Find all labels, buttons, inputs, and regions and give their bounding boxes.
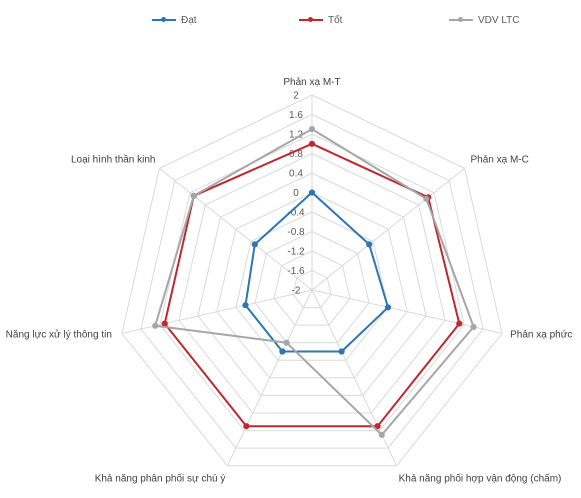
axis-label: Khả năng phối hợp vận động (chấm) [399,473,562,485]
tick-label: 0 [293,188,299,199]
legend-label-tot: Tốt [328,14,343,26]
series-point-2 [378,431,385,438]
legend: Đạt Tốt VDV LTC [0,12,581,28]
tick-label: 0.4 [289,169,303,180]
axis-label: Phản xạ phức [510,329,572,340]
legend-label-vdv-ltc: VDV LTC [478,14,520,26]
series-point-1 [308,140,316,147]
series-point-2 [283,339,290,346]
legend-label-dat: Đạt [181,14,197,26]
grid-spoke [311,289,503,334]
legend-line-tot [299,17,323,22]
tick-label: -0.4 [287,208,305,219]
series-point-1 [243,423,250,430]
series-point-2 [423,195,430,202]
series-point-0 [279,348,286,355]
axis-label: Phản xạ M-C [471,154,529,165]
tick-label: -0.8 [287,227,305,238]
legend-item-dat: Đạt [152,12,197,28]
tick-label: -1.6 [287,266,305,277]
series-point-0 [251,241,258,248]
axis-label: Khả năng phân phối sự chú ý [95,473,226,485]
grid-ring [197,172,427,396]
series-point-0 [242,302,249,309]
legend-line-dat [152,17,176,22]
series-point-2 [470,323,477,330]
grid-ring [273,250,351,326]
series-line-2 [154,128,475,436]
grid-ring [254,230,370,344]
grid-ring [121,94,503,467]
series-line-0 [244,191,389,353]
legend-item-tot: Tốt [299,12,342,28]
axis-label: Loại hình thần kinh [71,153,156,165]
series-point-0 [384,304,392,311]
tick-label: 1.6 [289,110,303,121]
grid-ring [235,211,389,361]
series-point-0 [308,189,316,196]
tick-label: 2 [293,91,299,102]
legend-line-vdv-ltc [449,17,473,22]
axis-label: Phản xạ M-T [283,77,340,88]
axis-label: Năng lực xử lý thông tin [6,328,112,340]
series-point-1 [374,423,381,430]
grid-ring [140,113,484,449]
grid-spoke [226,289,313,466]
grid-spoke [121,289,313,334]
legend-item-vdv-ltc: VDV LTC [449,12,520,28]
tick-label: 1.2 [289,130,303,141]
tick-label: 0.8 [289,149,303,160]
series-point-2 [152,322,159,329]
tick-label: -2 [292,286,301,297]
grid-ring [178,152,446,414]
grid-spoke [311,168,465,291]
series-point-0 [366,241,373,248]
series-point-2 [308,126,316,133]
grid-ring [216,191,408,379]
series-point-1 [161,320,168,327]
grid-ring [292,269,332,309]
grid-ring [159,133,465,432]
grid-spoke [159,168,313,291]
series-point-2 [190,192,197,199]
series-point-0 [338,348,345,355]
series-point-1 [456,320,463,327]
tick-label: -1.2 [287,247,305,258]
